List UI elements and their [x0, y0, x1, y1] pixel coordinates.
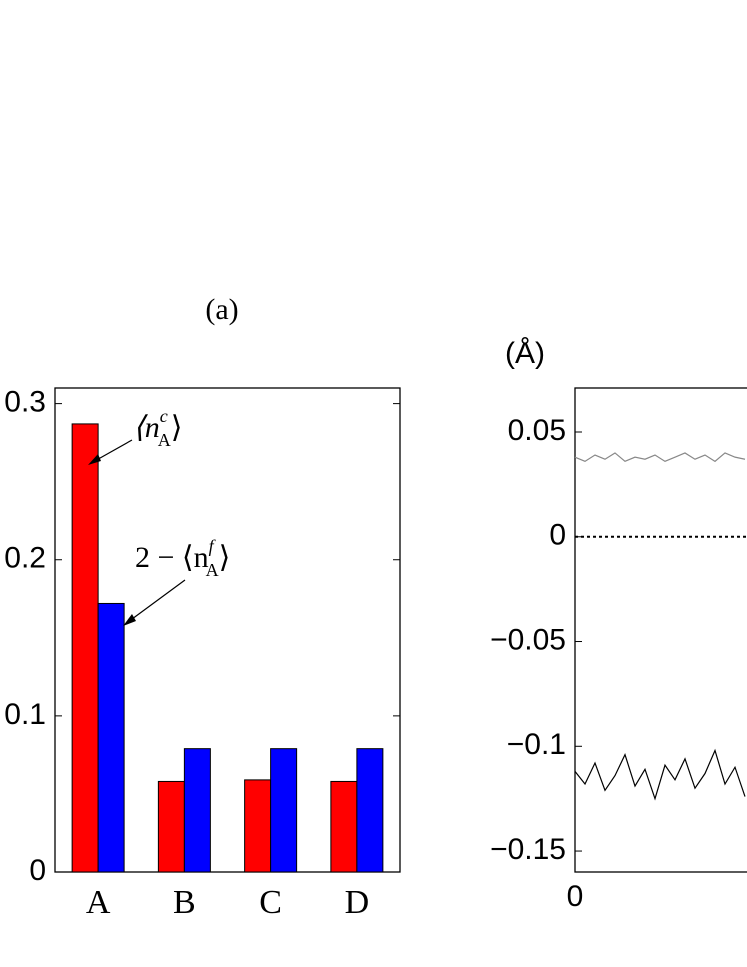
y-tick-label: 0.3 [4, 386, 46, 419]
bar [244, 779, 272, 873]
y-tick-label: −0.05 [490, 623, 566, 656]
bar [97, 602, 125, 873]
line [574, 748, 746, 801]
bar [356, 748, 384, 873]
plot-frame [574, 387, 747, 873]
arrow-head [88, 454, 101, 465]
x-tick-label: A [86, 884, 111, 921]
bar [330, 780, 358, 873]
annotation-part: ⟩ [219, 541, 231, 574]
x-tick-label: 0 [567, 880, 584, 913]
y-tick-label: 0.1 [4, 698, 46, 731]
x-tick-label: D [345, 884, 370, 921]
annotation-part: A [158, 430, 171, 450]
y-tick-label: 0.2 [4, 542, 46, 575]
y-tick-label: 0.05 [508, 414, 566, 447]
y-tick-label: −0.1 [507, 728, 566, 761]
annotation: 2 − ⟨nf A⟩ [135, 536, 230, 580]
arrow [127, 579, 186, 623]
y-axis-label: (Å) [505, 337, 545, 370]
y-tick-label: −0.15 [490, 833, 566, 866]
x-tick-label: C [259, 884, 282, 921]
bar [71, 423, 99, 873]
y-tick-label: 0 [549, 519, 566, 552]
annotation-part: c [160, 406, 168, 426]
annotation-part: A [206, 560, 219, 580]
annotation-part: ⟩ [171, 411, 183, 444]
chart-title: (a) [205, 293, 238, 326]
y-tick-label: 0 [29, 854, 46, 887]
plot-frame [54, 387, 401, 873]
bar [157, 780, 185, 873]
bar [270, 748, 298, 873]
annotation-part: ⟨n [133, 411, 160, 444]
annotation: ⟨nc A⟩ [133, 406, 182, 450]
bar [183, 748, 211, 873]
annotation-part: f [209, 536, 217, 556]
x-tick-label: B [173, 884, 196, 921]
line [574, 452, 746, 463]
arrow-head [123, 614, 136, 626]
annotation-part: 2 − ⟨n [135, 541, 209, 574]
